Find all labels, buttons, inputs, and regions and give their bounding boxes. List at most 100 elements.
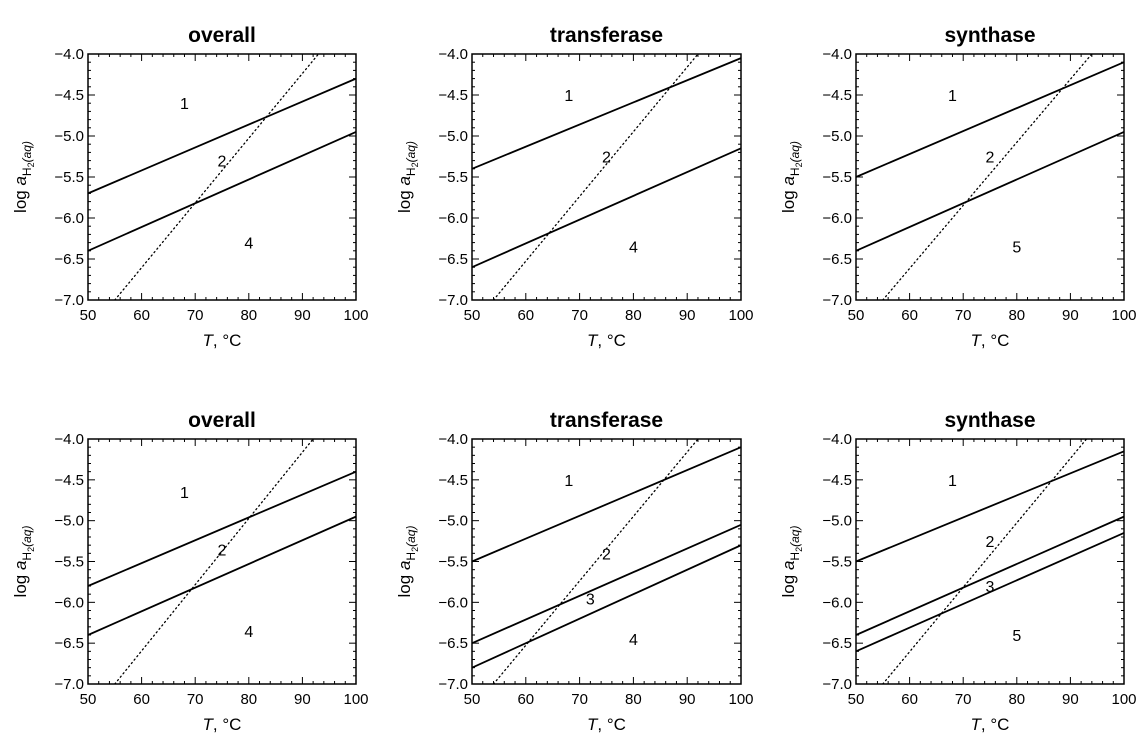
y-tick-label: −6.0: [438, 594, 468, 611]
y-tick-label: −5.0: [822, 128, 852, 145]
field-boundary-line: [472, 57, 741, 170]
dotted-boundary-line: [882, 439, 1088, 684]
field-label: 2: [602, 546, 611, 563]
x-tick-label: 50: [848, 691, 865, 708]
y-tick-label: −4.0: [822, 46, 852, 63]
minor-ticks: [471, 438, 742, 685]
x-tick-label: 60: [133, 307, 150, 324]
field-label: 4: [244, 624, 253, 641]
x-tick-label: 90: [1062, 307, 1079, 324]
field-label: 2: [218, 542, 227, 559]
field-label: 3: [986, 579, 995, 596]
field-label: 1: [948, 88, 957, 105]
y-tick-label: −5.5: [822, 169, 852, 186]
series-group: [856, 439, 1124, 684]
x-tick-label: 90: [1062, 691, 1079, 708]
y-tick-label: −6.5: [822, 635, 852, 652]
x-tick-label: 90: [679, 307, 696, 324]
y-tick-label: −4.5: [822, 472, 852, 489]
field-boundary-line: [88, 131, 356, 252]
y-tick-label: −4.5: [438, 472, 468, 489]
field-label: 1: [564, 88, 573, 105]
y-axis-label: log aH2(aq): [395, 526, 420, 598]
x-tick-label: 80: [1008, 691, 1025, 708]
y-axis-label: log aH2(aq): [779, 141, 804, 213]
field-label: 2: [986, 534, 995, 551]
field-label: 5: [1012, 240, 1021, 257]
panel-2: transferase 50 60 70 80 90 100 −7.0 −6.5 −6.0 −5.5…: [395, 24, 754, 350]
field-boundary-line: [472, 446, 741, 563]
y-tick-label: −5.0: [822, 513, 852, 530]
field-label: 2: [602, 150, 611, 167]
field-boundary-line: [856, 131, 1124, 252]
field-boundary-line: [88, 470, 356, 587]
x-tick-label: 60: [901, 307, 918, 324]
field-boundary-line: [472, 523, 741, 645]
y-tick-label: −7.0: [54, 292, 84, 309]
field-label: 1: [180, 485, 189, 502]
y-tick-label: −6.0: [54, 594, 84, 611]
y-tick-label: −6.0: [438, 210, 468, 227]
plot-frame: [87, 438, 357, 685]
dotted-boundary-line: [882, 54, 1093, 300]
x-tick-label: 80: [240, 307, 257, 324]
x-tick-label: 60: [133, 691, 150, 708]
y-tick-label: −4.0: [54, 46, 84, 63]
x-tick-label: 100: [343, 307, 368, 324]
y-tick-label: −4.5: [54, 472, 84, 489]
y-tick-label: −4.5: [54, 87, 84, 104]
field-label: 3: [586, 591, 595, 608]
y-tick-label: −4.0: [438, 431, 468, 448]
series-group: [88, 439, 356, 684]
x-tick-label: 80: [625, 307, 642, 324]
x-axis-label: T, °C: [203, 715, 242, 734]
y-tick-label: −7.0: [822, 292, 852, 309]
plot-frame: [855, 53, 1125, 301]
x-tick-label: 100: [1111, 691, 1136, 708]
field-boundary-line: [472, 147, 741, 269]
x-tick-label: 70: [571, 307, 588, 324]
dotted-boundary-line: [114, 439, 314, 684]
x-tick-label: 100: [728, 307, 753, 324]
x-tick-label: 70: [571, 691, 588, 708]
panel-title: synthase: [944, 24, 1035, 47]
y-tick-label: −5.5: [438, 169, 468, 186]
x-tick-label: 50: [80, 691, 97, 708]
minor-ticks: [471, 53, 742, 301]
minor-ticks: [87, 438, 357, 685]
field-label: 5: [1012, 628, 1021, 645]
y-tick-label: −7.0: [438, 292, 468, 309]
y-tick-label: −5.0: [438, 513, 468, 530]
field-boundary-line: [472, 544, 741, 669]
y-tick-label: −4.0: [54, 431, 84, 448]
x-tick-label: 90: [679, 691, 696, 708]
x-tick-label: 50: [464, 691, 481, 708]
x-tick-label: 60: [517, 691, 534, 708]
y-tick-label: −6.5: [822, 251, 852, 268]
y-tick-label: −6.0: [822, 210, 852, 227]
x-tick-label: 50: [80, 307, 97, 324]
panel-6: synthase 50 60 70 80 90 100 −7.0 −6.5 −6.0 −5.5 −5.…: [779, 409, 1137, 734]
panel-4: overall 50 60 70 80 90 100 −7.0 −6.5 −6.0 −5.5 −5.0…: [11, 409, 369, 734]
panel-1: overall 50 60 70 80 90 100 −7.0 −6.5 −6.0 −5.5 −5.0…: [11, 24, 369, 350]
y-tick-label: −5.5: [54, 169, 84, 186]
y-tick-label: −7.0: [438, 676, 468, 693]
dotted-boundary-line: [114, 54, 320, 300]
field-label: 4: [629, 240, 638, 257]
dotted-boundary-line: [492, 439, 699, 684]
field-boundary-line: [856, 515, 1124, 636]
field-boundary-line: [856, 450, 1124, 563]
x-tick-label: 80: [240, 691, 257, 708]
series-group: [856, 54, 1124, 300]
x-tick-label: 80: [625, 691, 642, 708]
panel-title: overall: [188, 24, 256, 47]
panel-title: synthase: [944, 409, 1035, 432]
y-axis-label: log aH2(aq): [11, 141, 36, 213]
series-group: [472, 54, 741, 300]
field-boundary-line: [856, 61, 1124, 178]
x-tick-label: 70: [187, 691, 204, 708]
y-tick-label: −4.5: [438, 87, 468, 104]
x-tick-label: 50: [464, 307, 481, 324]
x-tick-label: 60: [517, 307, 534, 324]
